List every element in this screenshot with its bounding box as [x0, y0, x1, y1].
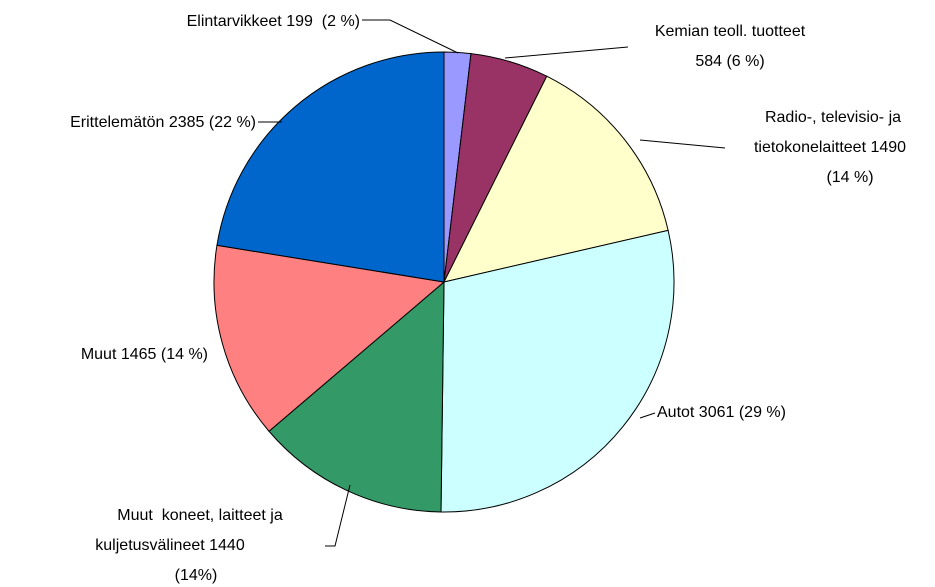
slice-label: (14 %) [826, 169, 873, 186]
leader-line [362, 19, 459, 54]
slice-label: Muut 1465 (14 %) [81, 346, 208, 363]
leader-line [325, 484, 351, 547]
pie-slice [216, 51, 445, 283]
pie-slice [440, 229, 675, 513]
leader-line [504, 46, 629, 59]
pie-slice [213, 244, 446, 432]
slice-label: 584 (6 %) [695, 53, 764, 70]
leader-line [639, 412, 656, 419]
pie-slice [443, 75, 669, 283]
slice-label: Kemian teoll. tuotteet [655, 23, 806, 40]
slice-label: Radio-, televisio- ja [765, 109, 901, 126]
slice-label: Erittelemätön 2385 (22 %) [70, 114, 256, 131]
slice-label: Autot 3061 (29 %) [657, 404, 786, 421]
slice-label: Elintarvikkeet 199 (2 %) [187, 13, 360, 30]
slice-label: (14%) [175, 567, 218, 584]
leader-line [639, 139, 726, 149]
slice-label: kuljetusvälineet 1440 [95, 537, 245, 554]
slice-label: Muut koneet, laitteet ja [117, 507, 283, 524]
pie-slice [268, 280, 445, 513]
slice-label: tietokonelaitteet 1490 [754, 139, 906, 156]
